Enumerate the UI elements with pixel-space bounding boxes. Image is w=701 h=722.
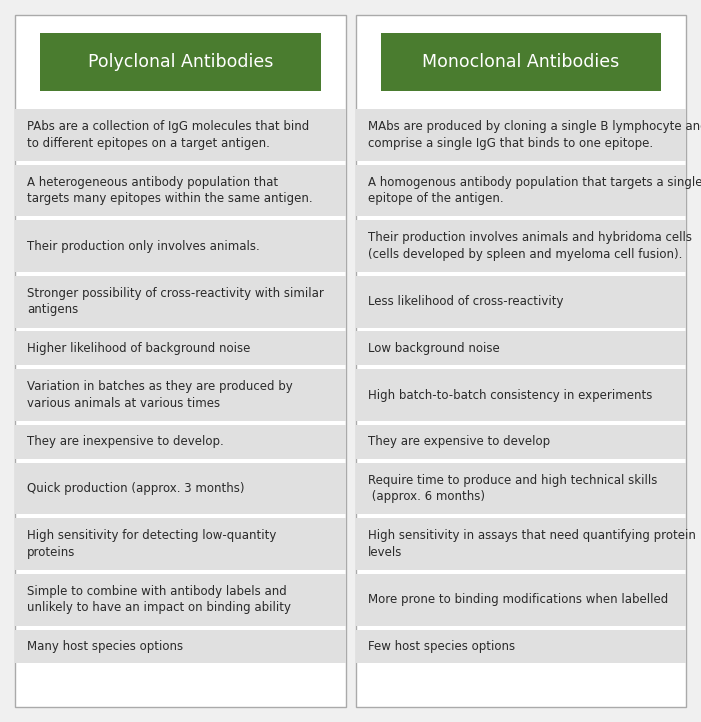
Text: Require time to produce and high technical skills
 (approx. 6 months): Require time to produce and high technic… <box>367 474 657 503</box>
Bar <box>355 630 686 664</box>
Bar <box>15 630 346 664</box>
Bar <box>15 220 346 272</box>
Bar <box>15 463 346 514</box>
Text: Many host species options: Many host species options <box>27 640 183 653</box>
Bar <box>381 33 661 91</box>
Text: More prone to binding modifications when labelled: More prone to binding modifications when… <box>367 593 668 606</box>
Bar <box>355 331 686 365</box>
Bar <box>40 33 320 91</box>
Text: Higher likelihood of background noise: Higher likelihood of background noise <box>27 342 250 355</box>
Bar <box>355 425 686 458</box>
Bar <box>15 425 346 458</box>
Bar <box>15 165 346 217</box>
Text: A homogenous antibody population that targets a single
epitope of the antigen.: A homogenous antibody population that ta… <box>367 175 701 205</box>
Text: They are inexpensive to develop.: They are inexpensive to develop. <box>27 435 224 448</box>
Text: Variation in batches as they are produced by
various animals at various times: Variation in batches as they are produce… <box>27 380 293 410</box>
Bar <box>355 165 686 217</box>
Text: Polyclonal Antibodies: Polyclonal Antibodies <box>88 53 273 71</box>
Text: Their production involves animals and hybridoma cells
(cells developed by spleen: Their production involves animals and hy… <box>367 231 691 261</box>
Text: Few host species options: Few host species options <box>367 640 515 653</box>
Text: High sensitivity in assays that need quantifying protein
levels: High sensitivity in assays that need qua… <box>367 529 695 559</box>
Text: Their production only involves animals.: Their production only involves animals. <box>27 240 260 253</box>
Bar <box>15 369 346 421</box>
Bar <box>15 109 346 160</box>
Bar <box>355 518 686 570</box>
Text: Quick production (approx. 3 months): Quick production (approx. 3 months) <box>27 482 245 495</box>
Bar <box>355 276 686 328</box>
Text: They are expensive to develop: They are expensive to develop <box>367 435 550 448</box>
Bar <box>355 574 686 625</box>
Bar <box>355 109 686 160</box>
Text: Simple to combine with antibody labels and
unlikely to have an impact on binding: Simple to combine with antibody labels a… <box>27 585 291 614</box>
Text: Monoclonal Antibodies: Monoclonal Antibodies <box>422 53 620 71</box>
Text: Stronger possibility of cross-reactivity with similar
antigens: Stronger possibility of cross-reactivity… <box>27 287 324 316</box>
Bar <box>355 463 686 514</box>
Bar <box>15 331 346 365</box>
Text: High batch-to-batch consistency in experiments: High batch-to-batch consistency in exper… <box>367 388 652 401</box>
Text: A heterogeneous antibody population that
targets many epitopes within the same a: A heterogeneous antibody population that… <box>27 175 313 205</box>
Text: High sensitivity for detecting low-quantity
proteins: High sensitivity for detecting low-quant… <box>27 529 276 559</box>
Text: MAbs are produced by cloning a single B lymphocyte and
comprise a single IgG tha: MAbs are produced by cloning a single B … <box>367 120 701 149</box>
Bar <box>15 574 346 625</box>
Bar <box>355 369 686 421</box>
Bar <box>15 518 346 570</box>
Bar <box>355 15 686 707</box>
Bar <box>355 220 686 272</box>
Text: PAbs are a collection of IgG molecules that bind
to different epitopes on a targ: PAbs are a collection of IgG molecules t… <box>27 120 309 149</box>
Text: Low background noise: Low background noise <box>367 342 499 355</box>
Bar <box>15 15 346 707</box>
Text: Less likelihood of cross-reactivity: Less likelihood of cross-reactivity <box>367 295 563 308</box>
Bar <box>15 276 346 328</box>
